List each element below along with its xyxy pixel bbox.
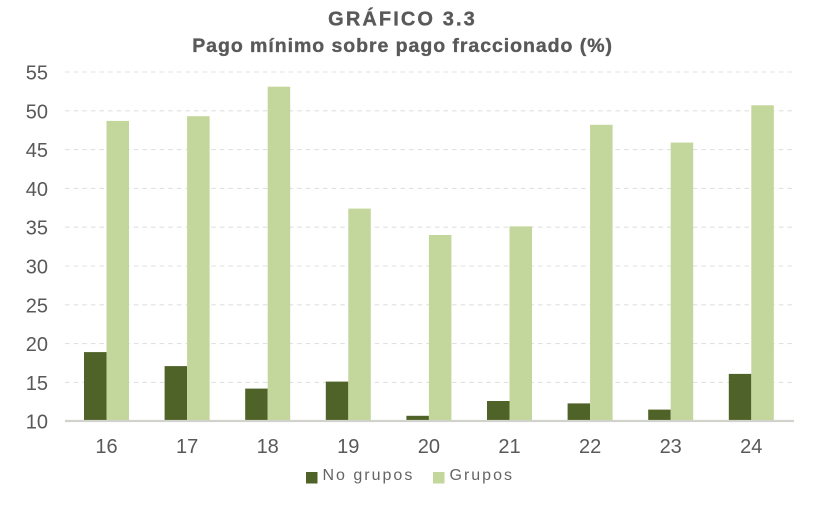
svg-text:10: 10 (26, 412, 48, 434)
svg-text:55: 55 (26, 63, 48, 85)
svg-text:25: 25 (26, 295, 48, 317)
svg-text:Pago mínimo sobre pago fraccio: Pago mínimo sobre pago fraccionado (%) (192, 35, 613, 57)
svg-text:50: 50 (26, 101, 48, 123)
svg-text:No grupos: No grupos (323, 467, 415, 484)
svg-text:35: 35 (26, 218, 48, 240)
svg-text:24: 24 (740, 436, 762, 458)
svg-text:23: 23 (660, 436, 682, 458)
svg-text:16: 16 (95, 436, 117, 458)
svg-text:20: 20 (418, 436, 440, 458)
svg-text:21: 21 (498, 436, 520, 458)
svg-text:20: 20 (26, 334, 48, 356)
svg-text:GRÁFICO 3.3: GRÁFICO 3.3 (328, 7, 477, 30)
svg-text:30: 30 (26, 257, 48, 279)
svg-text:22: 22 (579, 436, 601, 458)
svg-text:19: 19 (337, 436, 359, 458)
svg-text:18: 18 (257, 436, 279, 458)
svg-text:15: 15 (26, 373, 48, 395)
svg-text:40: 40 (26, 179, 48, 201)
svg-text:17: 17 (176, 436, 198, 458)
svg-text:Grupos: Grupos (450, 467, 514, 484)
svg-text:45: 45 (26, 140, 48, 162)
